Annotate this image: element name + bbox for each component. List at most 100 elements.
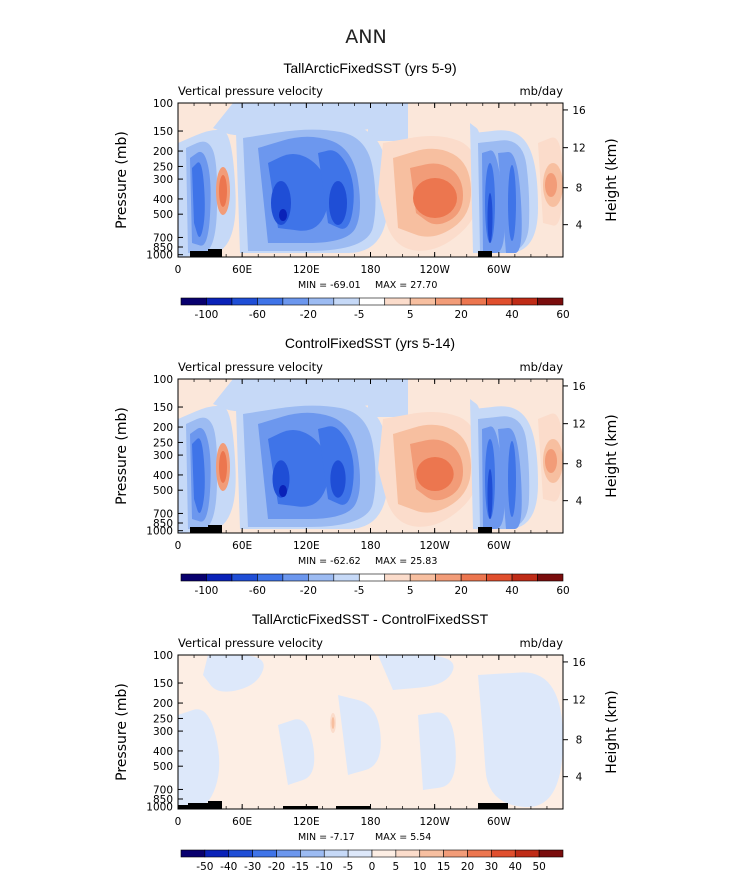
y-tick-label: 400 xyxy=(153,470,173,482)
contour-region xyxy=(416,457,454,491)
colorbar-box xyxy=(180,849,206,858)
colorbar-label: -10 xyxy=(316,861,333,872)
x-tick-label: 60E xyxy=(232,816,252,828)
contour-region xyxy=(279,209,287,221)
x-tick-label: 60W xyxy=(487,264,511,276)
colorbar-box xyxy=(467,849,492,858)
colorbar-box xyxy=(358,573,386,582)
panel-1-ylabel: Pressure (mb) xyxy=(114,131,130,229)
x-tick-label: 0 xyxy=(175,816,182,828)
colorbar-box xyxy=(460,573,487,582)
contour-region xyxy=(338,695,381,775)
y2-tick-label: 12 xyxy=(572,695,585,707)
panel-2-right-label: mb/day xyxy=(519,360,563,374)
panel-3-title: TallArcticFixedSST - ControlFixedSST xyxy=(252,611,489,627)
y2-tick-label: 12 xyxy=(572,143,585,155)
colorbar-box xyxy=(511,573,538,582)
contour-region xyxy=(192,162,205,237)
y2-tick-label: 8 xyxy=(576,735,583,747)
y-tick-label: 300 xyxy=(153,726,173,738)
colorbar-label: -30 xyxy=(244,861,261,872)
contour-region xyxy=(487,193,493,243)
contour-region xyxy=(508,165,516,241)
y-tick-label: 500 xyxy=(153,485,173,497)
contour-region xyxy=(192,438,205,513)
colorbar-label: -20 xyxy=(300,585,317,597)
x-tick-label: 60W xyxy=(487,540,511,552)
colorbar-box xyxy=(514,849,540,858)
x-tick-label: 60E xyxy=(232,264,252,276)
colorbar-label: 40 xyxy=(505,309,518,321)
colorbar-box xyxy=(206,297,233,306)
x-tick-label: 60E xyxy=(232,540,252,552)
contour-region xyxy=(368,103,408,141)
colorbar-label: 5 xyxy=(407,585,414,597)
colorbar-box xyxy=(538,849,564,858)
colorbar-box xyxy=(228,849,253,858)
y-tick-label: 250 xyxy=(153,161,173,173)
colorbar-box xyxy=(323,849,349,858)
x-tick-label: 60W xyxy=(487,816,511,828)
contour-region xyxy=(378,655,454,690)
x-tick-label: 180 xyxy=(360,816,380,828)
y-tick-label: 400 xyxy=(153,746,173,758)
y2-tick-label: 16 xyxy=(572,105,586,117)
panel-1-colorbar: -100 -60 -20 -5 5 20 40 60 xyxy=(180,297,570,321)
contour-region xyxy=(178,709,220,809)
contour-region xyxy=(283,806,318,809)
x-tick-label: 0 xyxy=(175,540,182,552)
y2-tick-label: 8 xyxy=(576,183,583,195)
x-tick-label: 120E xyxy=(293,540,320,552)
colorbar-box xyxy=(511,297,538,306)
y-tick-label: 100 xyxy=(153,374,173,386)
y-tick-label: 1000 xyxy=(146,250,173,262)
colorbar-label: -20 xyxy=(300,309,317,321)
colorbar-label: 20 xyxy=(461,861,474,872)
colorbar-box xyxy=(384,573,411,582)
x-tick-label: 120E xyxy=(293,264,320,276)
panel-3-ylabel: Pressure (mb) xyxy=(114,683,130,781)
panel-1-max: MAX = 27.70 xyxy=(375,280,437,291)
colorbar-box xyxy=(206,573,233,582)
y2-tick-label: 16 xyxy=(572,381,586,393)
contour-region xyxy=(368,379,408,417)
y-tick-label: 1000 xyxy=(146,802,173,814)
colorbar-box xyxy=(358,297,386,306)
panel-1-min: MIN = -69.01 xyxy=(298,280,361,291)
panel-2-min: MIN = -62.62 xyxy=(298,556,361,567)
y-tick-label: 500 xyxy=(153,761,173,773)
colorbar-box xyxy=(460,297,487,306)
colorbar-box xyxy=(257,573,284,582)
colorbar-box xyxy=(180,297,207,306)
x-tick-label: 120W xyxy=(419,816,450,828)
contour-region xyxy=(188,803,208,809)
y-tick-label: 250 xyxy=(153,437,173,449)
x-tick-label: 120W xyxy=(419,264,450,276)
panel-3-right-label: mb/day xyxy=(519,636,563,650)
colorbar-label: 10 xyxy=(413,861,426,872)
y-tick-label: 400 xyxy=(153,194,173,206)
panel-2-ylabel: Pressure (mb) xyxy=(114,407,130,505)
colorbar-label: 40 xyxy=(509,861,522,872)
panel-3-y2label: Height (km) xyxy=(604,690,620,773)
panel-2-max: MAX = 25.83 xyxy=(375,556,437,567)
y-tick-label: 700 xyxy=(153,784,173,796)
y2-tick-label: 4 xyxy=(576,496,583,508)
panel-3-left-label: Vertical pressure velocity xyxy=(178,636,323,650)
colorbar-label: -5 xyxy=(354,585,364,597)
panel-1-left-label: Vertical pressure velocity xyxy=(178,84,323,98)
colorbar-box xyxy=(435,297,462,306)
panel-2-title: ControlFixedSST (yrs 5-14) xyxy=(285,335,455,351)
colorbar-box xyxy=(257,297,284,306)
colorbar-box xyxy=(204,849,230,858)
colorbar-label: 60 xyxy=(556,309,569,321)
colorbar-box xyxy=(347,849,373,858)
colorbar-box xyxy=(537,573,564,582)
panel-1-plot-area xyxy=(178,103,563,257)
contour-region xyxy=(208,801,222,809)
panel-3-colorbar: -50 -40 -30 -20 -15 -10 -5 0 5 10 15 20 30 40 50 xyxy=(180,849,564,872)
colorbar-box xyxy=(231,297,258,306)
colorbar-label: -100 xyxy=(195,585,219,597)
contour-region xyxy=(545,173,557,197)
